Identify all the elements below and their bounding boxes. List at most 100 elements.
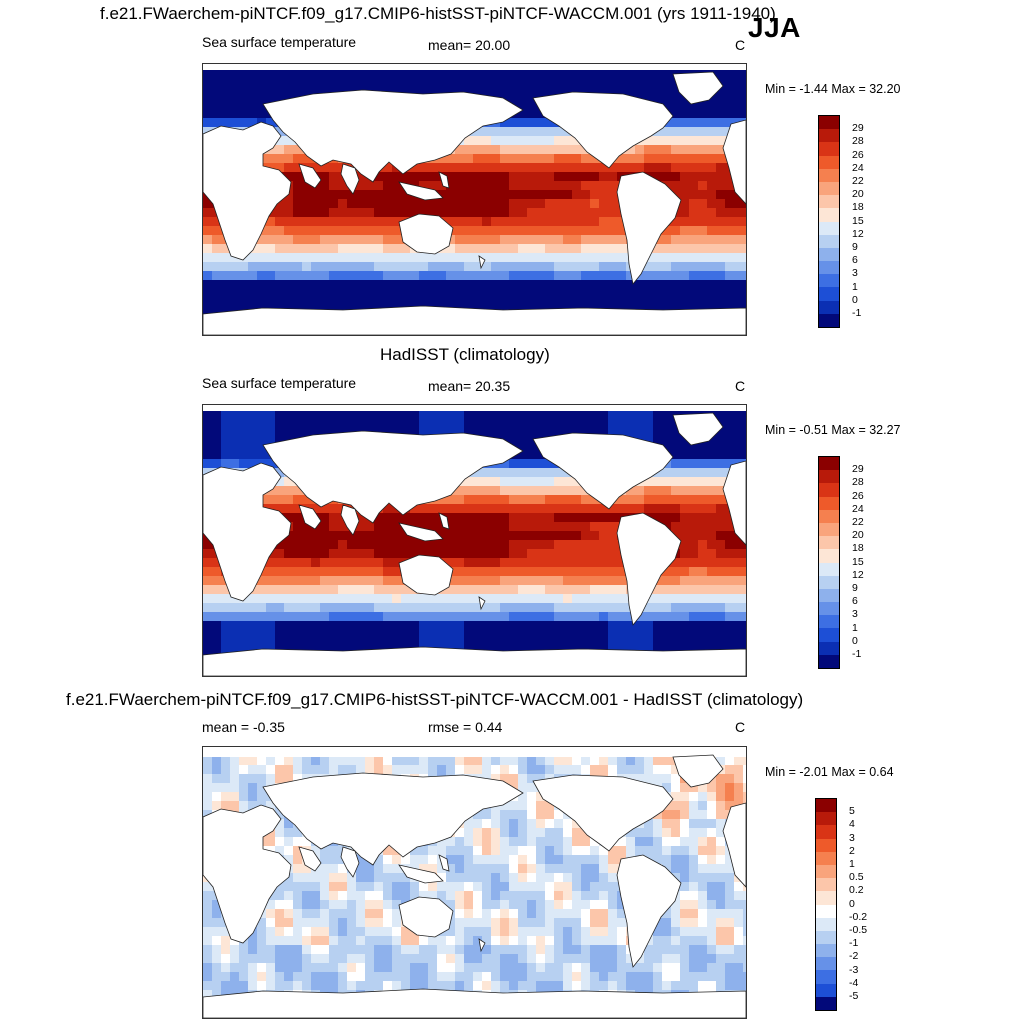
- field-cell: [599, 612, 609, 622]
- field-cell: [554, 873, 564, 883]
- field-cell: [707, 244, 717, 254]
- field-cell: [509, 181, 519, 191]
- field-cell: [581, 172, 591, 182]
- field-cell: [284, 423, 294, 433]
- field-cell: [581, 244, 591, 254]
- field-cell: [383, 621, 393, 631]
- field-cell: [374, 217, 384, 227]
- field-cell: [203, 423, 213, 433]
- field-cell: [293, 594, 303, 604]
- field-cell: [563, 190, 573, 200]
- field-cell: [563, 226, 573, 236]
- field-cell: [608, 271, 618, 281]
- field-cell: [230, 765, 240, 775]
- field-cell: [419, 513, 429, 523]
- field-cell: [275, 558, 285, 568]
- field-cell: [554, 576, 564, 586]
- field-cell: [608, 73, 618, 83]
- field-cell: [446, 82, 456, 92]
- field-cell: [554, 262, 564, 272]
- field-cell: [689, 855, 699, 865]
- field-cell: [230, 118, 240, 128]
- field-cell: [347, 891, 357, 901]
- field-cell: [446, 765, 456, 775]
- field-cell: [374, 639, 384, 649]
- field-cell: [410, 891, 420, 901]
- field-cell: [311, 621, 321, 631]
- field-cell: [392, 280, 402, 290]
- field-cell: [473, 486, 483, 496]
- field-cell: [716, 145, 726, 155]
- field-cell: [428, 549, 438, 559]
- field-cell: [464, 864, 474, 874]
- field-cell: [239, 432, 249, 442]
- field-cell: [248, 621, 258, 631]
- field-cell: [419, 630, 429, 640]
- field-cell: [212, 774, 222, 784]
- field-cell: [230, 801, 240, 811]
- field-cell: [545, 477, 555, 487]
- continent-outline: [532, 432, 674, 510]
- field-cell: [329, 163, 339, 173]
- field-cell: [653, 504, 663, 514]
- field-cell: [680, 181, 690, 191]
- field-cell: [743, 423, 746, 433]
- field-cell: [212, 630, 222, 640]
- field-cell: [536, 181, 546, 191]
- field-cell: [491, 855, 501, 865]
- field-cell: [608, 82, 618, 92]
- field-cell: [275, 486, 285, 496]
- field-cell: [743, 756, 746, 766]
- field-cell: [554, 630, 564, 640]
- field-cell: [212, 118, 222, 128]
- field-cell: [662, 576, 672, 586]
- field-cell: [302, 495, 312, 505]
- field-cell: [302, 540, 312, 550]
- field-cell: [311, 217, 321, 227]
- field-cell: [545, 118, 555, 128]
- field-cell: [554, 414, 564, 424]
- field-cell: [446, 190, 456, 200]
- field-cell: [401, 298, 411, 308]
- field-cell: [212, 262, 222, 272]
- field-cell: [698, 594, 708, 604]
- field-cell: [491, 127, 501, 137]
- field-cell: [428, 253, 438, 263]
- field-cell: [671, 558, 681, 568]
- field-cell: [320, 639, 330, 649]
- field-cell: [608, 217, 618, 227]
- field-cell: [527, 621, 537, 631]
- colorbar-segment: [819, 300, 839, 314]
- field-cell: [266, 271, 276, 281]
- field-cell: [680, 100, 690, 110]
- field-cell: [257, 792, 267, 802]
- field-cell: [527, 298, 537, 308]
- field-cell: [734, 783, 744, 793]
- field-cell: [284, 756, 294, 766]
- field-cell: [473, 253, 483, 263]
- colorbar-segment: [819, 208, 839, 222]
- field-cell: [662, 145, 672, 155]
- field-cell: [572, 181, 582, 191]
- field-cell: [293, 271, 303, 281]
- field-cell: [212, 253, 222, 263]
- field-cell: [212, 414, 222, 424]
- field-cell: [437, 495, 447, 505]
- field-cell: [203, 756, 213, 766]
- field-cell: [662, 819, 672, 829]
- field-cell: [329, 522, 339, 532]
- field-cell: [302, 630, 312, 640]
- field-cell: [302, 558, 312, 568]
- field-cell: [248, 432, 258, 442]
- field-cell: [572, 145, 582, 155]
- field-cell: [509, 864, 519, 874]
- field-cell: [662, 639, 672, 649]
- field-cell: [230, 639, 240, 649]
- field-cell: [680, 450, 690, 460]
- field-cell: [698, 531, 708, 541]
- field-cell: [473, 855, 483, 865]
- field-cell: [275, 810, 285, 820]
- field-cell: [419, 262, 429, 272]
- field-cell: [698, 819, 708, 829]
- field-cell: [365, 585, 375, 595]
